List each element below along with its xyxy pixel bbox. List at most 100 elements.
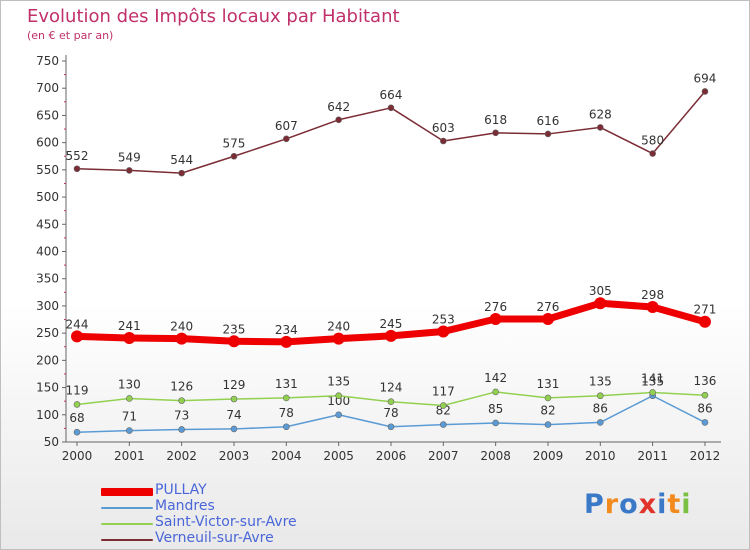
y-tick-label: 500 [36, 190, 59, 204]
legend-swatch [101, 539, 153, 541]
data-label-mandres: 82 [436, 404, 451, 418]
y-tick-label: 50 [44, 435, 59, 449]
data-point-saint-victor-sur-avre [701, 391, 709, 399]
data-point-mandres [596, 419, 604, 426]
y-tick-label: 700 [36, 81, 59, 95]
data-label-saint-victor-sur-avre: 119 [66, 383, 89, 397]
x-tick-label: 2002 [166, 449, 197, 463]
legend-item: Verneuil-sur-Avre [101, 530, 361, 547]
data-point-verneuil-sur-avre [492, 129, 499, 137]
data-label-pullay: 271 [694, 303, 717, 317]
data-point-pullay [541, 312, 554, 325]
legend-label: Verneuil-sur-Avre [155, 530, 274, 546]
data-point-verneuil-sur-avre [544, 130, 552, 138]
data-label-verneuil-sur-avre: 616 [537, 114, 560, 128]
data-point-pullay [71, 330, 83, 343]
data-label-pullay: 234 [275, 323, 298, 337]
x-tick-label: 2010 [585, 449, 616, 463]
data-point-mandres [544, 421, 552, 428]
x-tick-label: 2011 [637, 449, 668, 463]
data-label-mandres: 71 [122, 410, 137, 424]
data-label-mandres: 73 [174, 408, 189, 422]
data-point-saint-victor-sur-avre [126, 395, 133, 402]
data-label-pullay: 240 [327, 320, 350, 334]
data-point-saint-victor-sur-avre [335, 392, 342, 400]
legend-item: Mandres [101, 498, 361, 515]
data-point-pullay [227, 335, 240, 348]
data-point-verneuil-sur-avre [126, 167, 133, 174]
data-label-mandres: 100 [327, 394, 350, 408]
data-point-verneuil-sur-avre [596, 124, 604, 131]
data-point-saint-victor-sur-avre [544, 394, 552, 402]
legend-swatch [101, 507, 153, 509]
data-label-pullay: 253 [432, 313, 455, 327]
data-point-mandres [701, 419, 709, 426]
data-point-mandres [492, 419, 499, 427]
data-point-verneuil-sur-avre [649, 150, 656, 157]
data-point-mandres [230, 425, 238, 433]
data-label-pullay: 276 [537, 300, 560, 314]
x-tick-label: 2001 [114, 449, 145, 463]
data-label-pullay: 235 [223, 322, 246, 336]
y-tick-label: 250 [36, 326, 59, 340]
y-tick-label: 600 [36, 136, 59, 150]
data-label-mandres: 74 [226, 408, 241, 422]
data-label-saint-victor-sur-avre: 117 [432, 385, 455, 399]
data-label-verneuil-sur-avre: 694 [694, 71, 717, 85]
legend-label: PULLAY [155, 482, 207, 498]
data-label-pullay: 245 [380, 317, 403, 331]
data-point-mandres [387, 423, 395, 431]
data-point-saint-victor-sur-avre [283, 394, 290, 402]
data-point-mandres [335, 411, 342, 419]
y-tick-label: 450 [36, 217, 59, 231]
data-point-mandres [73, 428, 81, 436]
data-label-verneuil-sur-avre: 664 [380, 88, 403, 102]
data-point-verneuil-sur-avre [701, 88, 709, 95]
x-tick-label: 2004 [271, 449, 302, 463]
x-tick-label: 2006 [376, 449, 407, 463]
data-point-saint-victor-sur-avre [440, 402, 447, 409]
y-tick-label: 300 [36, 299, 59, 313]
data-label-mandres: 85 [488, 402, 503, 416]
x-tick-label: 2003 [219, 449, 250, 463]
data-point-saint-victor-sur-avre [492, 388, 499, 396]
data-point-pullay [698, 315, 711, 328]
data-label-mandres: 82 [540, 404, 555, 418]
data-point-pullay [175, 332, 188, 345]
data-label-verneuil-sur-avre: 628 [589, 107, 612, 121]
data-point-pullay [123, 332, 136, 345]
data-point-verneuil-sur-avre [73, 165, 81, 173]
data-label-mandres: 86 [697, 401, 712, 415]
data-label-saint-victor-sur-avre: 141 [641, 371, 664, 385]
data-label-verneuil-sur-avre: 575 [223, 136, 246, 150]
x-tick-label: 2012 [690, 449, 721, 463]
logo-letter: P [584, 489, 605, 520]
legend-swatch [101, 488, 153, 496]
data-point-saint-victor-sur-avre [73, 401, 81, 408]
y-tick-label: 650 [36, 108, 59, 122]
y-tick-label: 400 [36, 245, 59, 259]
data-point-verneuil-sur-avre [230, 152, 238, 160]
logo-letter: i [657, 489, 668, 520]
data-label-mandres: 78 [279, 406, 294, 420]
data-label-saint-victor-sur-avre: 136 [694, 374, 717, 388]
logo-letter: r [604, 489, 620, 520]
data-point-pullay [594, 297, 607, 310]
data-point-verneuil-sur-avre [335, 116, 342, 124]
data-label-pullay: 241 [118, 319, 141, 333]
data-point-mandres [178, 426, 185, 433]
data-label-saint-victor-sur-avre: 124 [380, 381, 403, 395]
data-point-saint-victor-sur-avre [230, 395, 238, 403]
data-point-saint-victor-sur-avre [178, 397, 185, 404]
data-label-pullay: 305 [589, 284, 612, 298]
data-label-saint-victor-sur-avre: 131 [537, 377, 560, 391]
data-label-mandres: 68 [69, 411, 84, 425]
data-point-mandres [440, 421, 447, 428]
data-label-verneuil-sur-avre: 603 [432, 121, 455, 135]
x-tick-label: 2005 [323, 449, 354, 463]
data-label-verneuil-sur-avre: 549 [118, 150, 141, 164]
data-point-saint-victor-sur-avre [387, 398, 395, 406]
x-tick-label: 2008 [480, 449, 511, 463]
